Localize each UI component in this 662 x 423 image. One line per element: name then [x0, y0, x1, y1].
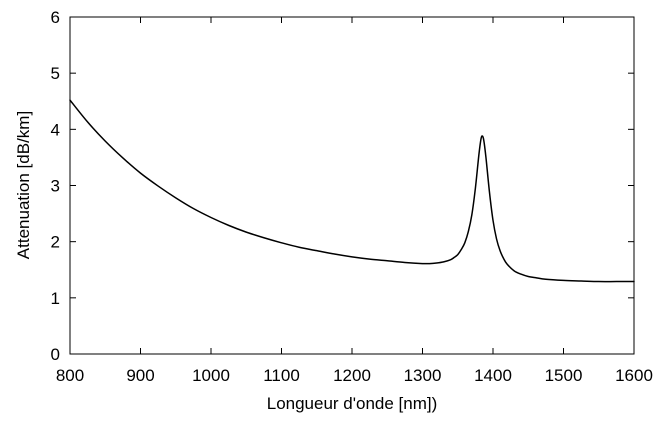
y-tick-label: 4	[51, 120, 60, 139]
y-tick-label: 0	[51, 345, 60, 364]
y-axis-tick-labels: 0 1 2 3 4 5 6	[51, 8, 60, 364]
x-tick-label: 1100	[263, 366, 300, 385]
x-axis-title: Longueur d'onde [nm])	[267, 394, 438, 413]
x-axis-ticks	[69, 17, 635, 354]
y-tick-label: 2	[51, 233, 60, 252]
x-tick-label: 1600	[615, 366, 653, 385]
y-axis-ticks	[70, 16, 634, 355]
y-tick-label: 3	[51, 177, 60, 196]
y-axis-title: Attenuation [dB/km]	[14, 111, 33, 259]
series-layer	[69, 99, 635, 283]
x-tick-label: 1200	[333, 366, 371, 385]
plot-frame	[69, 16, 635, 355]
x-tick-label: 1400	[474, 366, 512, 385]
x-tick-label: 1000	[192, 366, 230, 385]
x-tick-label: 800	[56, 366, 84, 385]
attenuation-series-line	[69, 99, 635, 283]
x-axis-tick-labels: 800 900 1000 1100 1200 1300 1400 1500 1600	[56, 366, 653, 385]
y-tick-label: 6	[51, 8, 60, 27]
x-tick-label: 900	[126, 366, 154, 385]
y-tick-label: 1	[51, 289, 60, 308]
x-tick-label: 1300	[404, 366, 442, 385]
x-tick-label: 1500	[545, 366, 583, 385]
y-tick-label: 5	[51, 64, 60, 83]
